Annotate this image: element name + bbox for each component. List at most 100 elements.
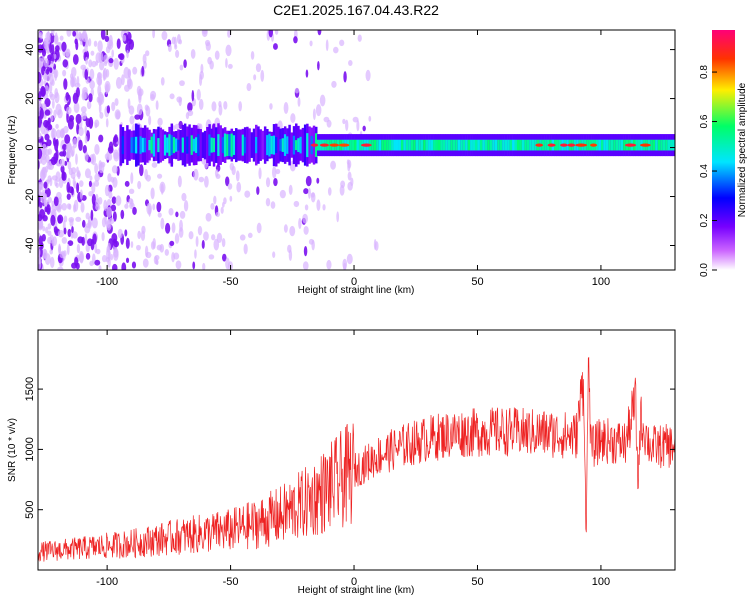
heatmap-cell (84, 168, 91, 179)
heatmap-cell (45, 69, 50, 75)
heatmap-cell (556, 139, 560, 151)
heatmap-cell (168, 207, 174, 216)
heatmap-cell (357, 34, 362, 42)
heatmap-cell (250, 50, 255, 60)
heatmap-cell (272, 251, 276, 259)
heatmap-cell (89, 68, 95, 80)
heatmap-cell (381, 139, 384, 151)
heatmap-cell (75, 153, 78, 165)
heatmap-cell (270, 201, 276, 209)
heatmap-cell (560, 143, 568, 147)
heatmap-cell (423, 139, 426, 151)
heatmap-cell (494, 139, 498, 151)
heatmap-cell (144, 245, 149, 258)
heatmap-cell (59, 35, 64, 41)
heatmap-cell (317, 60, 320, 71)
heatmap-cell (204, 39, 211, 47)
heatmap-cell (598, 139, 602, 151)
heatmap-cell (81, 111, 87, 120)
heatmap-cell (243, 243, 248, 255)
heatmap-cell (96, 96, 100, 103)
heatmap-cell (81, 30, 88, 43)
heatmap-y-tick-label: 20 (24, 92, 36, 104)
heatmap-cell (279, 139, 282, 152)
heatmap-cell (235, 128, 238, 163)
heatmap-cell (54, 45, 60, 52)
heatmap-cell (325, 39, 329, 52)
heatmap-cell (143, 137, 147, 153)
heatmap-cell (50, 214, 56, 226)
heatmap-cell (305, 69, 309, 78)
heatmap-cell (167, 44, 172, 52)
heatmap-cell (319, 94, 326, 107)
heatmap-cell (178, 96, 182, 107)
heatmap-cell (142, 258, 149, 268)
heatmap-x-tick-label: 0 (351, 276, 357, 288)
heatmap-cell (217, 134, 220, 157)
heatmap-cell (141, 65, 145, 77)
heatmap-cell (391, 139, 394, 151)
heatmap-cell (323, 116, 330, 123)
heatmap-cell (53, 196, 59, 207)
heatmap-cell (218, 104, 223, 116)
heatmap-y-ticks: -40 -20 0 20 40 (24, 43, 675, 253)
heatmap-cell (400, 139, 404, 151)
heatmap-cell (76, 243, 81, 254)
heatmap-cell (73, 102, 80, 114)
heatmap-cell (188, 231, 194, 240)
heatmap-cell (226, 134, 229, 157)
snr-y-tick-label: 1000 (24, 437, 36, 461)
heatmap-cell (156, 244, 163, 251)
heatmap-cell (112, 211, 117, 222)
heatmap-cell (179, 64, 184, 71)
heatmap-cell (42, 72, 48, 81)
heatmap-cell (126, 125, 129, 166)
heatmap-cell (620, 139, 624, 151)
heatmap-cell (312, 108, 316, 121)
heatmap-cell (343, 262, 347, 270)
heatmap-cell (43, 181, 48, 189)
heatmap-cell (358, 139, 362, 151)
snr-x-tick-label: -50 (223, 576, 239, 588)
heatmap-cell (365, 69, 371, 82)
heatmap-cell (54, 91, 60, 104)
heatmap-cell (115, 76, 122, 89)
heatmap-cell (98, 103, 102, 114)
heatmap-cell (535, 143, 544, 147)
heatmap-cell (84, 151, 89, 162)
heatmap-cell (203, 231, 209, 241)
heatmap-cell (91, 182, 96, 194)
heatmap-cell (94, 259, 101, 266)
heatmap-cell (302, 261, 309, 270)
heatmap-cell (145, 105, 151, 117)
heatmap-cell (79, 180, 84, 187)
heatmap-cell (265, 197, 271, 207)
heatmap-cell (86, 101, 92, 110)
figure-title: C2E1.2025.167.04.43.R22 (273, 2, 439, 18)
heatmap-cell (207, 56, 213, 65)
heatmap-cell (136, 244, 141, 251)
heatmap-cell (165, 222, 171, 234)
heatmap-cell (98, 265, 102, 270)
heatmap-cell (139, 164, 144, 177)
heatmap-cell (106, 206, 113, 218)
colorbar-tick-label: 0.2 (699, 213, 710, 227)
heatmap-cell (51, 175, 58, 181)
heatmap-cell (76, 182, 80, 194)
heatmap-cell (44, 165, 49, 173)
heatmap-cell (105, 84, 109, 95)
snr-x-label: Height of straight line (km) (298, 585, 415, 596)
heatmap-cell (128, 129, 131, 161)
heatmap-cell (475, 139, 478, 151)
heatmap-cell (298, 217, 302, 230)
heatmap-cell (310, 143, 319, 147)
heatmap-cell (266, 135, 269, 156)
heatmap-cell (107, 242, 111, 251)
heatmap-cell (130, 137, 134, 153)
heatmap-cell (247, 232, 253, 238)
heatmap-cell (650, 139, 654, 151)
heatmap-cell (53, 226, 58, 234)
heatmap-cell (450, 139, 454, 151)
heatmap-cell (256, 186, 260, 195)
heatmap-cell (195, 137, 198, 153)
